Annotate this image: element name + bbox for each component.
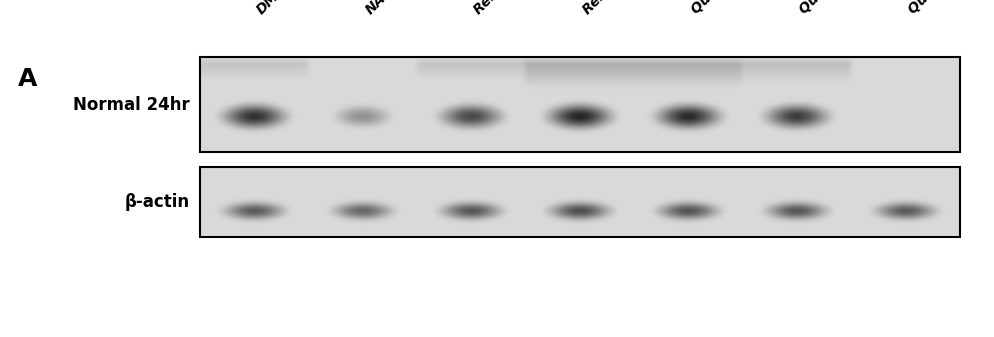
Bar [200, 167, 959, 237]
Text: NAC: NAC [363, 0, 395, 17]
Text: Que 1 uM: Que 1 uM [796, 0, 859, 17]
Text: Res 10 uM: Res 10 uM [580, 0, 646, 17]
Text: Normal 24hr: Normal 24hr [74, 95, 190, 114]
Bar [200, 57, 959, 152]
Text: DMSO: DMSO [254, 0, 297, 17]
Text: β-actin: β-actin [125, 193, 190, 211]
Text: Res 1 uM: Res 1 uM [471, 0, 531, 17]
Text: Que 0.1 uM: Que 0.1 uM [688, 0, 760, 17]
Text: A: A [18, 67, 38, 91]
Text: Que 10 uM: Que 10 uM [905, 0, 974, 17]
